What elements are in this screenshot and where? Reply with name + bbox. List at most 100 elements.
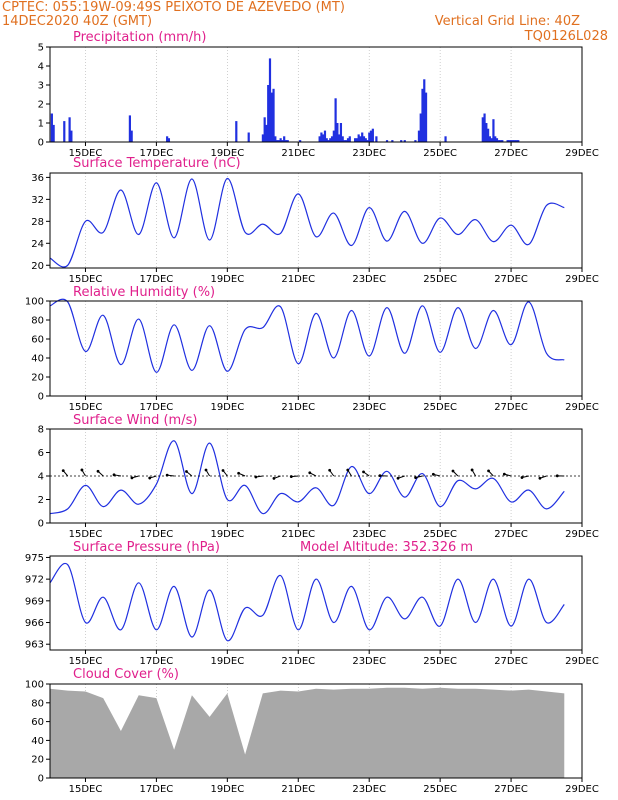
wind-arrow-head — [538, 476, 542, 480]
precipitation-xtick-label: 19DEC — [210, 148, 244, 159]
cloud-cover-ytick-label: 60 — [31, 717, 44, 728]
precip-bar — [320, 132, 323, 142]
wind-arrow-head — [502, 472, 506, 476]
humidity-xtick-label: 29DEC — [565, 402, 599, 413]
pressure-xtick-label: 29DEC — [565, 656, 599, 667]
precip-bar — [492, 119, 495, 142]
temperature-line — [49, 177, 565, 268]
precip-bar — [247, 132, 250, 142]
precip-bar — [63, 121, 66, 142]
precip-bar — [261, 134, 264, 142]
temperature-ytick-label: 24 — [31, 239, 44, 250]
precip-bar — [235, 121, 238, 142]
wind-xtick-label: 17DEC — [140, 529, 174, 540]
precip-bar — [279, 138, 282, 142]
precip-bar — [354, 138, 357, 142]
wind-arrow-head — [555, 474, 559, 478]
precip-bar — [515, 140, 518, 142]
precipitation-xtick-label: 29DEC — [565, 148, 599, 159]
header-date: 14DEC2020 40Z (GMT) — [2, 14, 152, 29]
wind-arrow-head — [487, 469, 490, 473]
precip-bar — [275, 140, 279, 142]
precip-bar — [332, 130, 335, 142]
wind-ytick-label: 4 — [38, 472, 44, 483]
wind-line — [49, 440, 565, 515]
wind-xtick-label: 25DEC — [423, 529, 457, 540]
humidity-title: Relative Humidity (%) — [73, 285, 215, 300]
header-location: CPTEC: 055:19W-09:49S PEIXOTO DE AZEVEDO… — [2, 0, 345, 15]
wind-arrow-head — [204, 468, 208, 472]
wind-xtick-label: 29DEC — [565, 529, 599, 540]
humidity-ytick-label: 40 — [31, 354, 44, 365]
humidity-xtick-label: 25DEC — [423, 402, 457, 413]
pressure-xtick-label: 19DEC — [210, 656, 244, 667]
precip-bar — [338, 134, 341, 142]
precip-bar — [490, 138, 493, 142]
precip-bar — [323, 130, 327, 142]
temperature-ytick-label: 28 — [31, 217, 44, 228]
precip-bar — [325, 138, 328, 142]
precip-bar — [263, 117, 266, 142]
cloud-cover-frame — [49, 683, 583, 779]
precip-bar — [488, 136, 491, 142]
precip-bar — [511, 140, 515, 142]
wind-arrow-head — [272, 476, 276, 480]
precipitation-xtick-label: 15DEC — [69, 148, 103, 159]
precip-bar — [265, 124, 268, 142]
precip-bar — [414, 140, 417, 142]
cloud-cover-xtick-label: 19DEC — [210, 784, 244, 795]
wind-arrow-head — [289, 475, 293, 478]
cloud-cover-title: Cloud Cover (%) — [73, 667, 179, 682]
cloud-cover-ytick-label: 0 — [38, 774, 44, 785]
pressure-xtick-label: 23DEC — [352, 656, 386, 667]
precip-bar — [341, 136, 344, 142]
pressure-line — [49, 562, 565, 642]
temperature-xtick-label: 15DEC — [69, 274, 103, 285]
precip-bar — [417, 130, 421, 142]
humidity-xtick-label: 19DEC — [210, 402, 244, 413]
precipitation-ytick-label: 4 — [38, 62, 44, 73]
precip-bar — [501, 140, 504, 142]
precip-bar — [274, 136, 277, 142]
humidity-ytick-label: 80 — [31, 316, 44, 327]
precip-bar — [167, 138, 171, 142]
cloud-cover-ytick-label: 20 — [31, 755, 44, 766]
wind-arrow-head — [328, 468, 332, 472]
cloud-cover-xtick-label: 27DEC — [494, 784, 528, 795]
pressure-ytick-label: 969 — [25, 596, 44, 607]
precip-bar — [357, 134, 360, 142]
precip-bar — [506, 140, 509, 142]
header-grid-line: Vertical Grid Line: 40Z — [435, 14, 580, 29]
precip-bar — [166, 136, 169, 142]
wind-xtick-label: 21DEC — [281, 529, 315, 540]
precip-bar — [283, 136, 286, 142]
precip-bar — [494, 136, 497, 142]
cloud-cover-xtick-label: 17DEC — [140, 784, 174, 795]
wind-arrow-head — [80, 468, 84, 472]
model-altitude-label: Model Altitude: 352.326 m — [300, 540, 473, 555]
temperature-ytick-label: 20 — [31, 261, 44, 272]
pressure-frame — [49, 555, 583, 651]
precipitation-ytick-label: 2 — [38, 100, 44, 111]
precipitation-ytick-label: 0 — [38, 138, 44, 149]
wind-arrow-head — [148, 476, 152, 480]
temperature-frame — [49, 172, 583, 269]
precip-bar — [346, 138, 350, 142]
precip-bar — [330, 136, 334, 142]
wind-ytick-label: 0 — [38, 519, 44, 530]
precip-bar — [336, 123, 339, 142]
precipitation-xtick-label: 23DEC — [352, 148, 386, 159]
precip-bar — [270, 92, 273, 142]
wind-arrow-head — [451, 469, 455, 473]
precip-bar — [403, 140, 406, 142]
humidity-ytick-label: 0 — [38, 392, 44, 403]
wind-arrow-head — [378, 474, 382, 478]
precip-bar — [359, 136, 362, 142]
precipitation-xtick-label: 27DEC — [494, 148, 528, 159]
precip-bar — [517, 140, 520, 142]
temperature-xtick-label: 17DEC — [140, 274, 174, 285]
precip-bar — [318, 136, 321, 142]
wind-arrow-head — [396, 476, 400, 480]
wind-xtick-label: 27DEC — [494, 529, 528, 540]
precip-bar — [369, 130, 373, 142]
